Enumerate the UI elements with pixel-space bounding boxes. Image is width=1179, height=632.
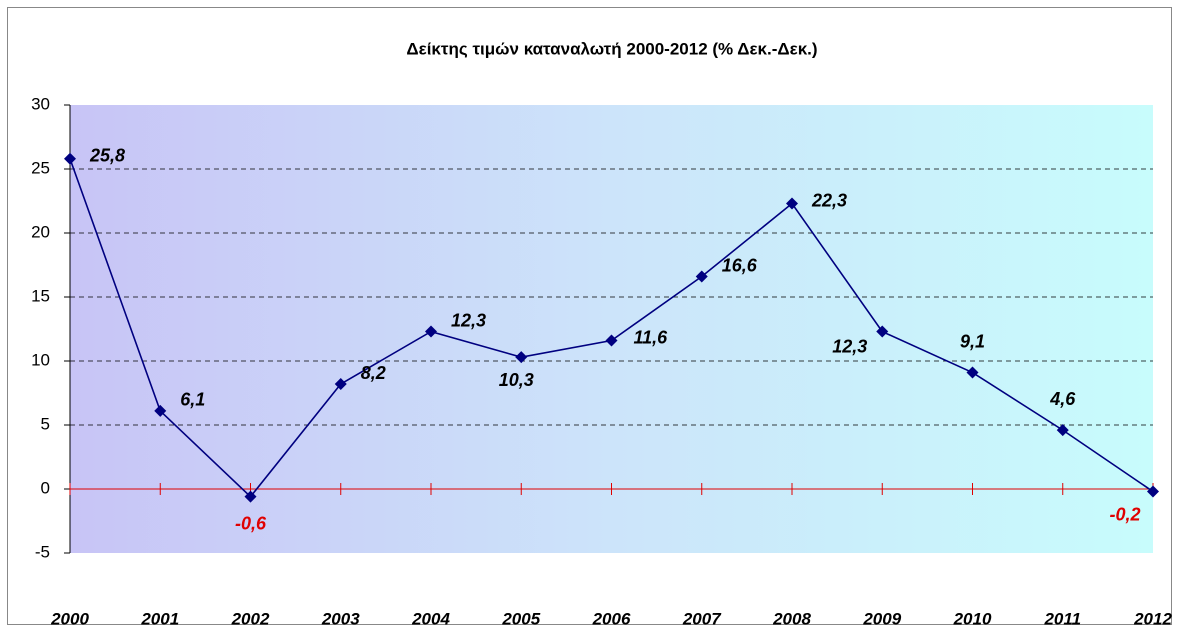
data-point xyxy=(334,378,347,391)
y-tick-label: 0 xyxy=(41,478,50,497)
data-label: 12,3 xyxy=(451,310,486,330)
data-point xyxy=(64,152,76,165)
x-tick-label: 2008 xyxy=(772,609,811,628)
data-point xyxy=(244,490,257,503)
data-label: 11,6 xyxy=(634,327,669,347)
data-point xyxy=(425,325,437,338)
x-tick-label: 2000 xyxy=(50,609,89,628)
data-label: 6,1 xyxy=(180,390,205,410)
x-tick-label: 2011 xyxy=(1043,609,1081,628)
data-point xyxy=(966,366,979,379)
data-point xyxy=(515,351,528,364)
x-tick-label: 2009 xyxy=(862,609,901,628)
data-label: 10,3 xyxy=(499,370,534,390)
y-tick-label: 25 xyxy=(31,158,50,177)
x-tick-label: 2003 xyxy=(321,609,360,628)
x-tick-label: 2012 xyxy=(1133,609,1172,628)
data-label: 16,6 xyxy=(722,255,758,275)
y-tick-label: 30 xyxy=(31,94,50,113)
x-tick-label: 2004 xyxy=(411,609,450,628)
data-point xyxy=(876,325,889,338)
data-label: 8,2 xyxy=(361,363,386,383)
data-label: -0,2 xyxy=(1109,504,1140,524)
y-tick-label: 10 xyxy=(31,350,50,369)
data-label: 12,3 xyxy=(832,336,867,356)
x-tick-label: 2001 xyxy=(140,609,179,628)
data-label: 25,8 xyxy=(89,146,125,166)
x-tick-label: 2002 xyxy=(231,609,270,628)
data-point xyxy=(1147,485,1159,498)
data-label: 22,3 xyxy=(811,190,847,210)
data-label: 9,1 xyxy=(960,331,985,351)
y-tick-label: 20 xyxy=(31,222,50,241)
data-point xyxy=(605,334,618,347)
y-tick-label: 15 xyxy=(31,286,50,305)
data-label: 4,6 xyxy=(1049,389,1076,409)
data-label: -0,6 xyxy=(235,513,267,533)
chart-title: Δείκτης τιμών καταναλωτή 2000-2012 (% Δε… xyxy=(406,39,817,58)
data-point xyxy=(786,197,798,210)
y-tick-label: 5 xyxy=(41,414,50,433)
y-tick-label: -5 xyxy=(35,542,50,561)
plot-area xyxy=(70,105,1153,553)
data-point xyxy=(154,404,167,417)
x-tick-label: 2006 xyxy=(592,609,631,628)
data-point xyxy=(695,270,708,283)
x-tick-label: 2005 xyxy=(501,609,540,628)
data-point xyxy=(1056,424,1069,437)
x-tick-label: 2010 xyxy=(953,609,992,628)
x-tick-label: 2007 xyxy=(682,609,722,628)
